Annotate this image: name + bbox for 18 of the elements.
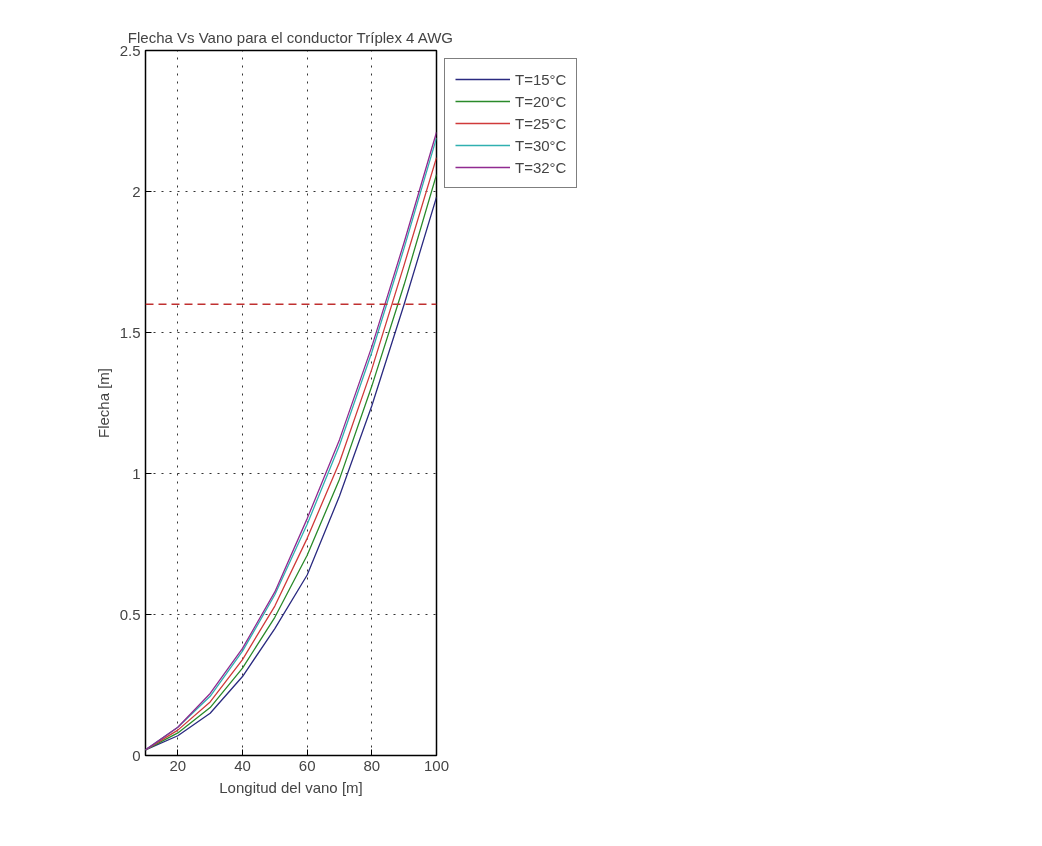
x-tick-label: 100 — [423, 756, 450, 774]
legend-label: T=30°C — [515, 136, 567, 154]
legend-label: T=25°C — [515, 114, 567, 132]
x-tick-label: 80 — [363, 756, 381, 774]
y-tick-label: 1 — [132, 464, 141, 482]
chart-title: Flecha Vs Vano para el conductor Tríplex 4 AWG — [127, 28, 454, 46]
y-tick-label: 2 — [132, 182, 141, 200]
x-axis-title: Longitud del vano [m] — [219, 778, 363, 796]
x-tick-label: 60 — [298, 756, 316, 774]
y-tick-label: 0.5 — [119, 605, 141, 623]
y-tick-label: 0 — [132, 746, 141, 764]
y-tick-label: 1.5 — [119, 323, 141, 341]
x-tick-label: 40 — [234, 756, 251, 774]
x-tick-label: 20 — [169, 756, 187, 774]
legend-label: T=32°C — [515, 158, 567, 176]
y-axis-title: Flecha [m] — [94, 367, 112, 439]
legend-label: T=15°C — [515, 70, 567, 88]
legend-label: T=20°C — [515, 92, 567, 110]
